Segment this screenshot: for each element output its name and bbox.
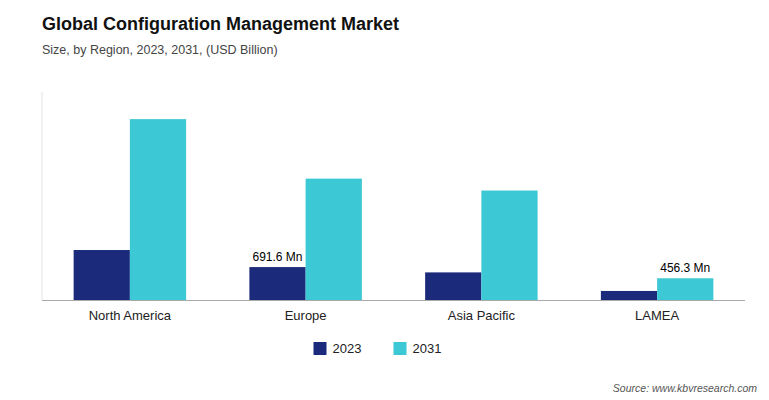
x-tick-label: Europe (285, 308, 327, 323)
x-tick-label: LAMEA (635, 308, 679, 323)
x-tick-label: Asia Pacific (448, 308, 516, 323)
legend-swatch (394, 342, 407, 355)
bar (306, 179, 362, 300)
bar (425, 272, 481, 300)
legend: 2023 2031 (314, 341, 442, 356)
bar (481, 191, 537, 300)
source: Source: www.kbvresearch.com (613, 382, 757, 394)
y-range-line (42, 92, 43, 300)
legend-label: 2023 (333, 341, 362, 356)
bar (130, 119, 186, 300)
x-tick-label: North America (89, 308, 172, 323)
legend-label: 2031 (413, 341, 442, 356)
x-axis-line (42, 300, 745, 301)
chart-svg: Global Configuration Management Market Si… (0, 0, 769, 400)
bars (74, 119, 714, 300)
title: Global Configuration Management Market (42, 14, 399, 34)
annotation: 691.6 Mn (252, 250, 302, 264)
subtitle: Size, by Region, 2023, 2031, (USD Billio… (42, 43, 278, 57)
bar (74, 250, 130, 300)
bar (601, 291, 657, 300)
bar (249, 267, 305, 300)
bar (657, 278, 713, 300)
legend-swatch (314, 342, 327, 355)
annotation: 456.3 Mn (660, 261, 710, 275)
